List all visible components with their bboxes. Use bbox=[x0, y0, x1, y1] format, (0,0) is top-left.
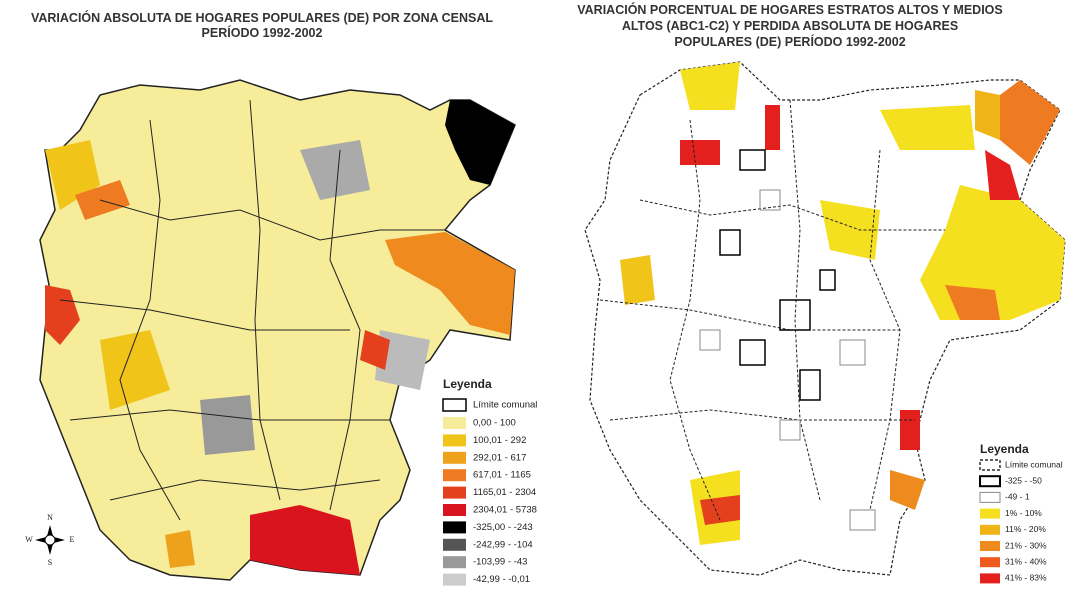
patch bbox=[300, 140, 370, 200]
right-legend: Leyenda Límite comunal -325 - -50 -49 - 1 1… bbox=[979, 442, 1063, 584]
compass-label: S bbox=[48, 558, 52, 567]
left-legend: Leyenda Límite comunal 0,00 - 100 100,01 … bbox=[442, 377, 537, 586]
legend-label: -42,99 - -0,01 bbox=[473, 574, 530, 585]
legend-swatch bbox=[443, 451, 466, 464]
compass-label: W bbox=[25, 535, 33, 544]
patch bbox=[360, 330, 390, 370]
patch bbox=[165, 530, 195, 568]
legend-title: Leyenda bbox=[980, 442, 1029, 456]
patch bbox=[680, 140, 720, 165]
legend-swatch bbox=[443, 434, 466, 447]
legend-label: 1% - 10% bbox=[1005, 508, 1042, 518]
legend-label: 617,01 - 1165 bbox=[473, 470, 531, 481]
legend-label: 2304,01 - 5738 bbox=[473, 505, 537, 516]
compass: N S E W bbox=[25, 513, 74, 567]
legend-label: 31% - 40% bbox=[1005, 556, 1047, 566]
legend-items: 0,00 - 100 100,01 - 292 292,01 - 617 617,01… bbox=[443, 417, 537, 586]
legend-label: 1165,01 - 2304 bbox=[473, 487, 536, 498]
legend-title: Leyenda bbox=[443, 377, 492, 391]
left-map bbox=[39, 79, 516, 581]
legend-label: -242,99 - -104 bbox=[473, 539, 533, 550]
legend-swatch bbox=[443, 504, 466, 516]
patch bbox=[200, 395, 255, 455]
legend-swatch bbox=[980, 508, 1000, 519]
legend-swatch bbox=[443, 556, 466, 569]
right-title: POPULARES (DE) PERÍODO 1992-2002 bbox=[674, 34, 905, 49]
patch bbox=[385, 232, 515, 335]
legend-label: 0,00 - 100 bbox=[473, 418, 516, 429]
compass-center bbox=[44, 534, 56, 546]
patch bbox=[820, 200, 880, 260]
legend-swatch bbox=[443, 573, 466, 586]
patch bbox=[880, 105, 975, 150]
legend-label: -325,00 - -243 bbox=[473, 522, 533, 533]
legend-swatch bbox=[980, 524, 1000, 535]
patch bbox=[890, 470, 925, 510]
legend-label: 292,01 - 617 bbox=[473, 452, 526, 463]
legend-swatch bbox=[442, 398, 467, 412]
legend-label: -103,99 - -43 bbox=[473, 557, 527, 568]
compass-label: E bbox=[70, 535, 75, 544]
legend-label: 21% - 30% bbox=[1005, 540, 1047, 550]
comuna-line bbox=[599, 99, 945, 521]
patch bbox=[100, 330, 170, 410]
compass-label: N bbox=[47, 513, 53, 522]
right-title: ALTOS (ABC1-C2) Y PERDIDA ABSOLUTA DE HO… bbox=[622, 19, 958, 33]
right-map bbox=[584, 61, 1066, 576]
left-title: VARIACIÓN ABSOLUTA DE HOGARES POPULARES … bbox=[31, 10, 493, 25]
legend-swatch bbox=[979, 491, 1001, 503]
patch bbox=[620, 255, 655, 305]
patch bbox=[75, 180, 130, 220]
legend-swatch bbox=[980, 541, 1000, 551]
legend-swatch bbox=[443, 521, 466, 534]
patch bbox=[1000, 80, 1060, 165]
legend-swatch bbox=[979, 459, 1001, 471]
legend-swatch bbox=[980, 573, 1000, 584]
legend-swatch bbox=[979, 475, 1001, 488]
patch bbox=[945, 285, 1000, 320]
small-decrease-zones bbox=[699, 189, 876, 531]
patch bbox=[975, 90, 1000, 140]
legend-label: 100,01 - 292 bbox=[473, 435, 526, 446]
decrease-zones bbox=[719, 149, 836, 401]
legend-label: -325 - -50 bbox=[1005, 475, 1042, 485]
right-title: VARIACIÓN PORCENTUAL DE HOGARES ESTRATOS… bbox=[577, 2, 1003, 17]
patch bbox=[445, 100, 515, 185]
patch bbox=[765, 105, 780, 150]
legend-swatch bbox=[980, 557, 1000, 568]
left-title: PERÍODO 1992-2002 bbox=[202, 25, 323, 40]
legend-swatch bbox=[443, 486, 466, 499]
legend-swatch bbox=[443, 469, 466, 482]
legend-label: Límite comunal bbox=[1005, 459, 1063, 469]
legend-label: 41% - 83% bbox=[1005, 573, 1047, 583]
patch bbox=[45, 285, 80, 345]
legend-label: Límite comunal bbox=[473, 400, 537, 411]
legend-swatch bbox=[443, 538, 466, 551]
patch bbox=[250, 505, 360, 575]
patch bbox=[700, 495, 740, 525]
comuna-line bbox=[59, 99, 445, 521]
legend-label: -49 - 1 bbox=[1005, 492, 1030, 502]
legend-items: Límite comunal -325 - -50 -49 - 1 1% - 10% 1… bbox=[979, 459, 1063, 584]
legend-label: 11% - 20% bbox=[1005, 524, 1046, 534]
patch bbox=[680, 62, 740, 110]
legend-swatch bbox=[443, 417, 466, 429]
patch bbox=[900, 410, 920, 450]
patch bbox=[985, 150, 1020, 200]
